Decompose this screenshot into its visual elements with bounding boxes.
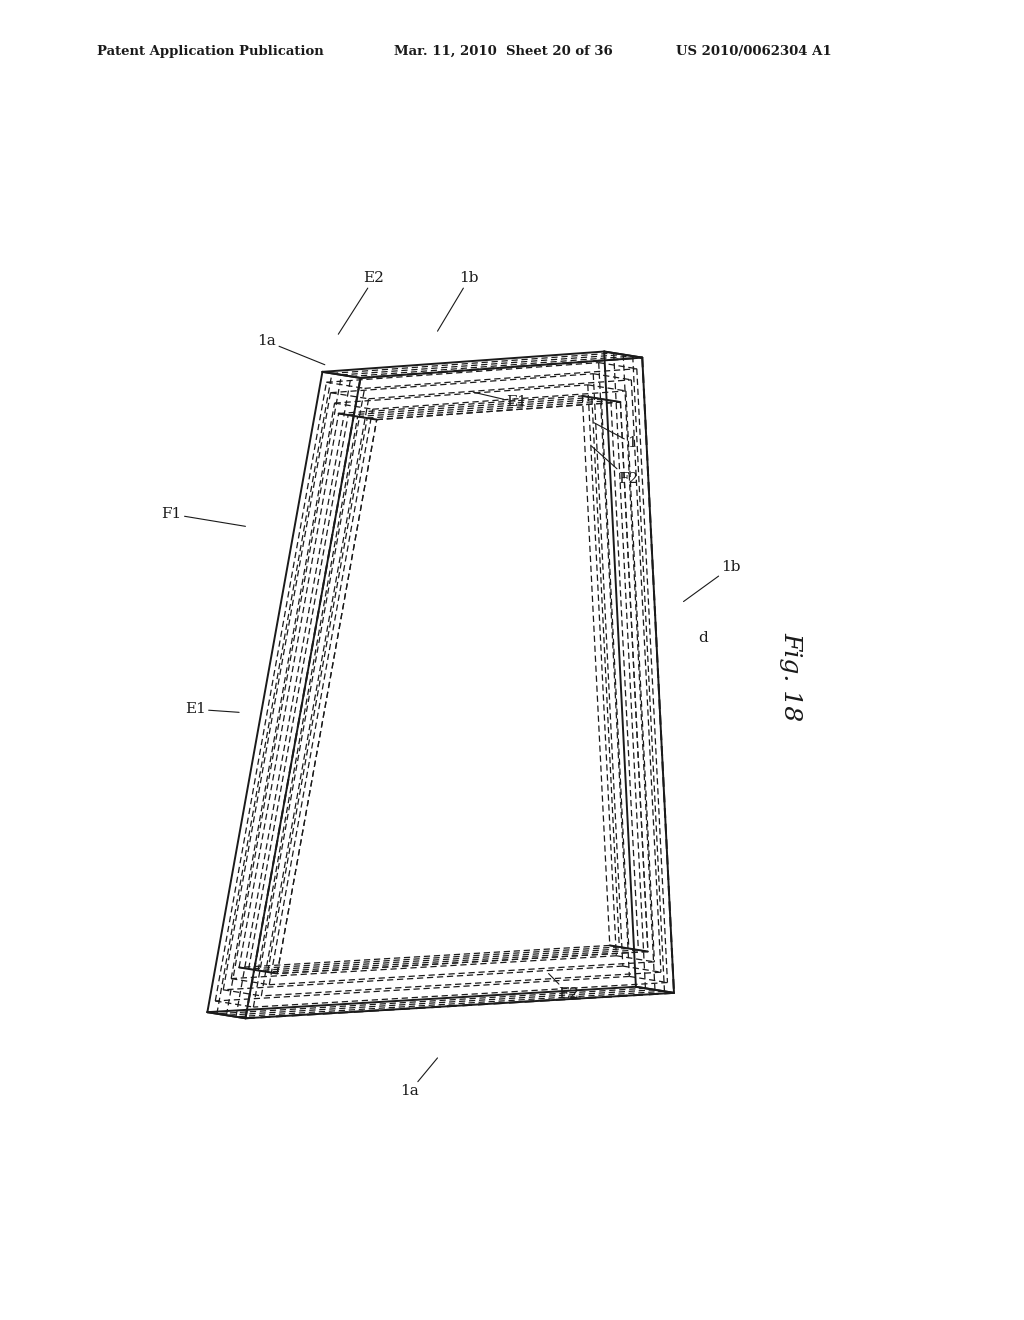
Text: 1b: 1b xyxy=(684,560,741,602)
Text: 1: 1 xyxy=(594,422,637,450)
Text: F1: F1 xyxy=(162,507,246,527)
Text: 1a: 1a xyxy=(257,334,325,364)
Text: F2: F2 xyxy=(592,446,638,486)
Text: 1a: 1a xyxy=(400,1057,437,1098)
Text: E1: E1 xyxy=(473,392,527,409)
Text: 1b: 1b xyxy=(437,272,479,331)
Text: Patent Application Publication: Patent Application Publication xyxy=(97,45,324,58)
Text: E1: E1 xyxy=(185,702,240,717)
Text: E2: E2 xyxy=(549,974,579,1001)
Text: Mar. 11, 2010  Sheet 20 of 36: Mar. 11, 2010 Sheet 20 of 36 xyxy=(394,45,613,58)
Text: Fig. 18: Fig. 18 xyxy=(779,632,802,721)
Text: d: d xyxy=(697,631,708,645)
Text: E2: E2 xyxy=(338,272,384,334)
Text: US 2010/0062304 A1: US 2010/0062304 A1 xyxy=(676,45,831,58)
